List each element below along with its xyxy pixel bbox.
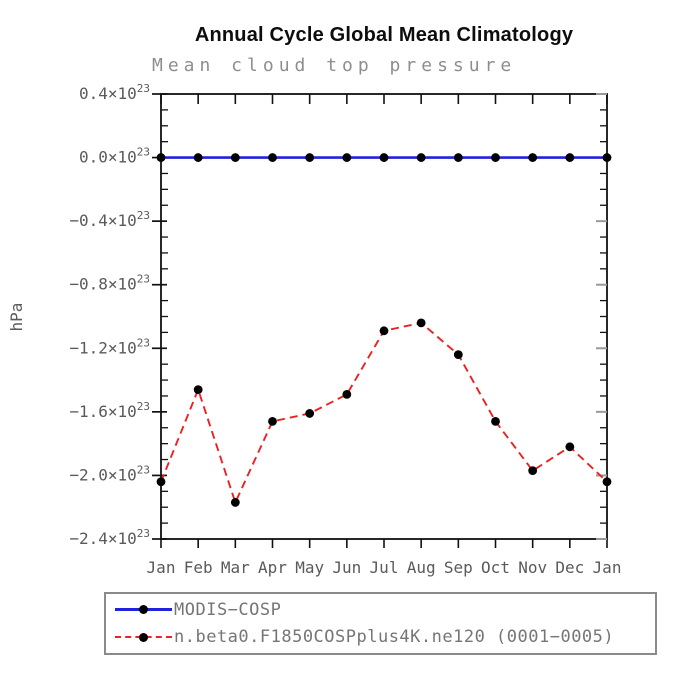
y-tick-label: −0.8×1023 [69,273,150,294]
legend: MODIS−COSP n.beta0.F1850COSPplus4K.ne120… [104,592,657,655]
legend-item-model-run: n.beta0.F1850COSPplus4K.ne120 (0001−0005… [115,625,655,649]
legend-label-model-run: n.beta0.F1850COSPplus4K.ne120 (0001−0005… [174,627,615,648]
data-point-marker [528,466,538,476]
data-point-marker [193,153,203,162]
legend-label-modis-cosp: MODIS−COSP [174,599,282,620]
x-tick-label: Dec [555,558,584,577]
data-point-marker [491,416,500,426]
chart-title: Annual Cycle Global Mean Climatology [194,24,574,46]
x-tick-label: Nov [518,558,547,577]
data-point-marker [453,350,463,360]
data-point-marker [416,153,426,162]
y-tick-label: −2.4×1023 [69,527,150,548]
data-point-marker [602,477,612,487]
legend-line-sample-dashed [115,632,172,643]
chart-subtitle: Mean cloud top pressure [152,55,517,76]
series-line-1 [160,321,608,506]
data-point-marker [268,153,277,162]
data-point-marker [342,389,352,399]
data-point-marker [379,326,389,336]
y-tick-label: −2.0×1023 [69,463,150,484]
data-point-marker [528,153,538,162]
data-point-marker [156,153,166,162]
x-tick-label: Aug [407,558,436,577]
data-point-marker [342,153,352,162]
data-point-marker [491,153,500,162]
data-point-marker [305,153,315,162]
x-tick-label: Apr [258,558,287,577]
y-tick-label: −1.6×1023 [69,400,150,421]
x-tick-label: Jan [593,558,622,577]
data-point-marker [602,153,612,162]
x-tick-label: Jan [147,558,176,577]
x-tick-label: Oct [481,558,510,577]
data-point-marker [193,385,203,395]
y-tick-label: −0.4×1023 [69,209,150,230]
y-axis-label: hPa [7,303,26,332]
x-tick-label: Feb [184,558,213,577]
x-tick-label: Sep [444,558,473,577]
x-tick-label: Jun [332,558,361,577]
data-point-marker [230,498,240,507]
x-tick-label: Jul [370,558,399,577]
legend-marker-dot-icon [139,632,148,642]
legend-line-sample-solid [115,604,172,615]
data-point-marker [305,409,315,418]
data-point-marker [268,416,277,426]
x-tick-label: May [295,558,324,577]
data-point-marker [156,477,166,487]
y-tick-label: −1.2×1023 [69,336,150,357]
data-point-marker [379,153,389,162]
legend-marker-dot-icon [139,605,148,615]
data-point-marker [416,318,426,328]
data-point-marker [230,153,240,162]
data-point-marker [565,442,575,452]
y-tick-label: 0.0×1023 [79,146,150,167]
x-tick-label: Mar [221,558,250,577]
data-point-marker [565,153,575,162]
y-tick-label: 0.4×1023 [79,82,150,103]
data-point-marker [453,153,463,162]
legend-item-modis-cosp: MODIS−COSP [115,598,655,622]
